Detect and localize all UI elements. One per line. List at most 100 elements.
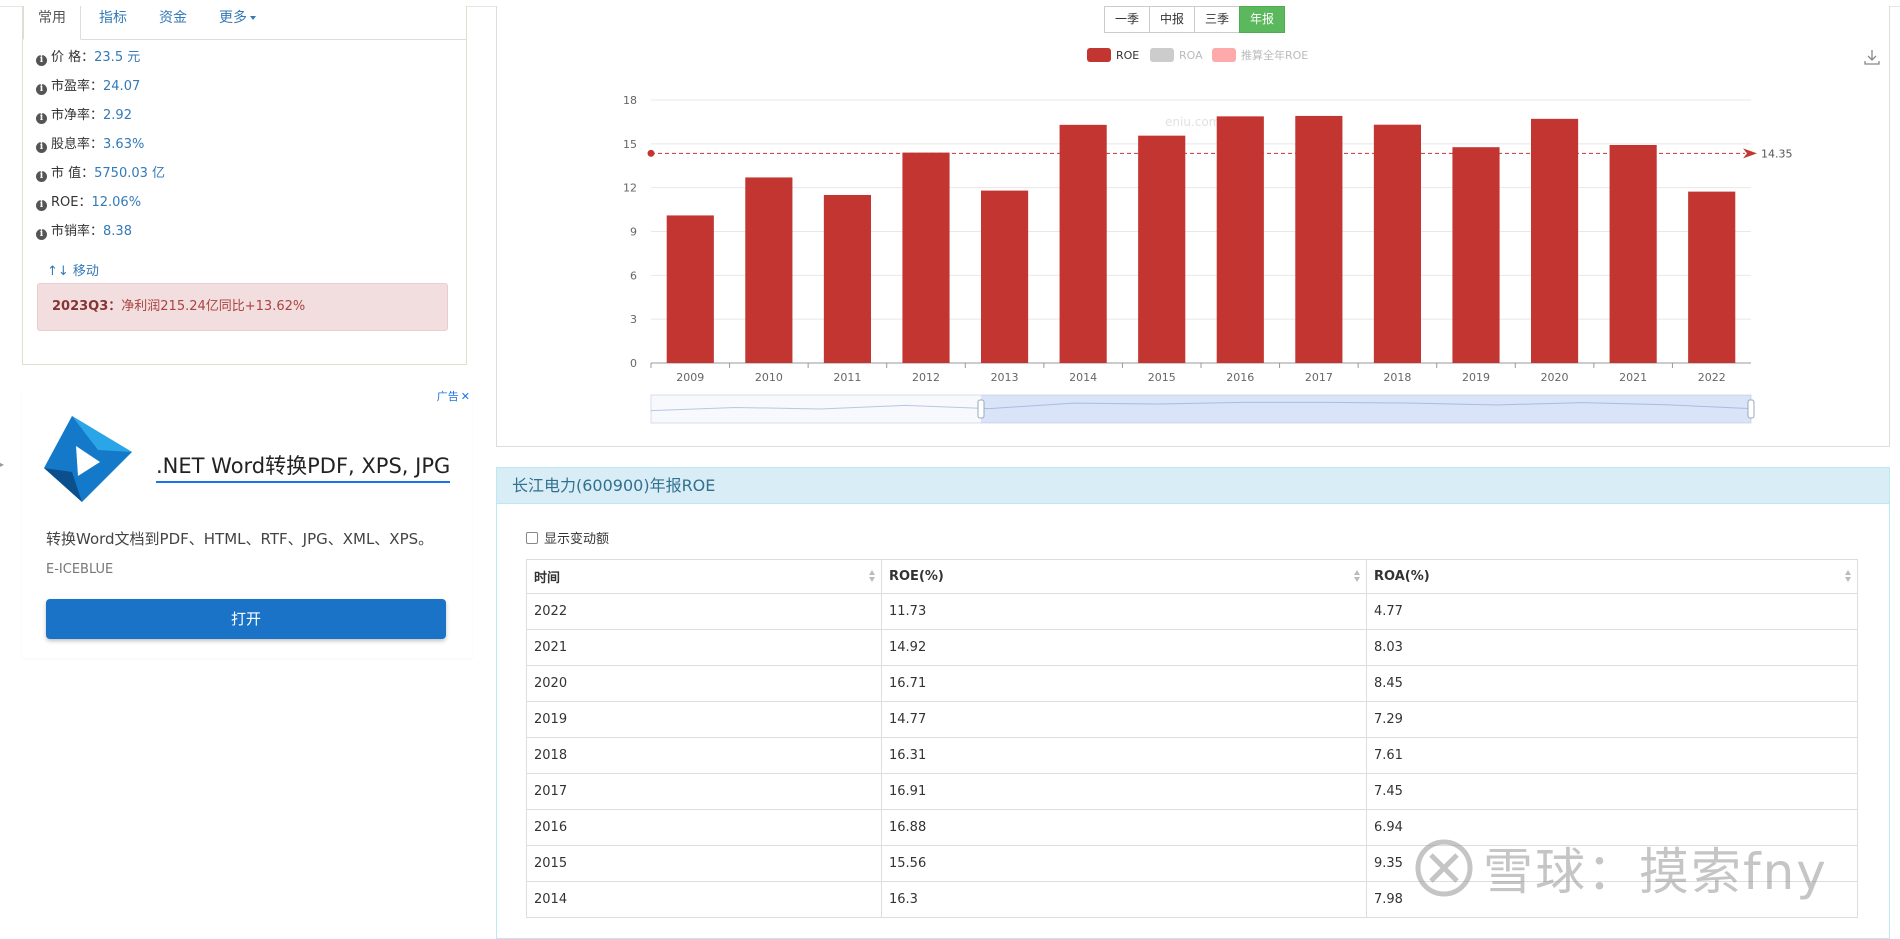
- metric-value[interactable]: 24.07: [103, 79, 141, 94]
- table-row: 2016 16.88 6.94: [526, 809, 1858, 846]
- show-change-toggle[interactable]: 显示变动额: [526, 528, 609, 547]
- metric-roe: i ROE：12.06%: [36, 193, 141, 213]
- metric-value[interactable]: 12.06%: [91, 195, 142, 210]
- y-tick-label: 3: [630, 313, 637, 326]
- datazoom-handle-right[interactable]: [1747, 399, 1755, 419]
- legend-label: ROA: [1179, 49, 1203, 62]
- metric-label: 价 格：: [51, 50, 95, 65]
- roe-bar: [1138, 135, 1186, 363]
- table-panel-title: 长江电力(600900)年报ROE: [497, 468, 1889, 504]
- x-tick-label: 2017: [1305, 371, 1333, 384]
- cell-year: 2019: [526, 701, 882, 738]
- download-icon[interactable]: [1863, 48, 1881, 66]
- legend-label: 推算全年ROE: [1241, 48, 1308, 62]
- metric-value[interactable]: 23.5 元: [94, 50, 141, 65]
- table-row: 2021 14.92 8.03: [526, 629, 1858, 666]
- column-header-time[interactable]: 时间: [526, 559, 882, 594]
- y-tick-label: 12: [623, 182, 637, 195]
- cell-roa: 4.77: [1366, 593, 1858, 630]
- tab-common[interactable]: 常用: [23, 6, 81, 40]
- tab-funds[interactable]: 资金: [145, 6, 201, 39]
- table-row: 2017 16.91 7.45: [526, 773, 1858, 810]
- info-icon: i: [36, 171, 47, 182]
- earnings-alert: 2023Q3：净利润215.24亿同比+13.62%: [37, 283, 448, 331]
- metric-pe: i 市盈率：24.07: [36, 77, 140, 97]
- info-icon: i: [36, 142, 47, 153]
- roe-table-panel: 长江电力(600900)年报ROE 显示变动额 时间 ROE(%) ROA(%)…: [496, 467, 1890, 939]
- table-row: 2020 16.71 8.45: [526, 665, 1858, 702]
- metric-value[interactable]: 8.38: [103, 224, 132, 239]
- cell-roa: 8.45: [1366, 665, 1858, 702]
- info-icon: i: [36, 229, 47, 240]
- cell-year: 2021: [526, 629, 882, 666]
- cell-roe: 15.56: [881, 845, 1367, 882]
- period-q3-button[interactable]: 三季: [1194, 6, 1241, 33]
- cell-roa: 7.45: [1366, 773, 1858, 810]
- metric-label: 市销率：: [51, 224, 104, 239]
- roe-bar: [1295, 115, 1343, 363]
- table-header-row: 时间 ROE(%) ROA(%): [526, 559, 1858, 594]
- cell-roe: 11.73: [881, 593, 1367, 630]
- roe-table: 时间 ROE(%) ROA(%) 2022 11.73 4.77 2021 14.92…: [526, 559, 1858, 918]
- metric-value[interactable]: 3.63%: [103, 137, 145, 152]
- cell-year: 2016: [526, 809, 882, 846]
- tab-more[interactable]: 更多: [205, 6, 270, 39]
- cell-roe: 14.77: [881, 701, 1367, 738]
- ad-title[interactable]: .NET Word转换PDF, XPS, JPG: [156, 450, 451, 483]
- table-row: 2014 16.3 7.98: [526, 881, 1858, 918]
- collapse-arrow-icon[interactable]: ▸: [0, 460, 5, 469]
- metric-ps: i 市销率：8.38: [36, 222, 132, 242]
- sort-icon[interactable]: [869, 570, 875, 582]
- cell-roe: 16.91: [881, 773, 1367, 810]
- table-row: 2022 11.73 4.77: [526, 593, 1858, 630]
- cell-year: 2018: [526, 737, 882, 774]
- roe-bar: [1452, 147, 1500, 363]
- ad-badge-label: 广告: [436, 390, 459, 403]
- legend-label: ROE: [1116, 49, 1139, 62]
- roe-bar: [981, 190, 1029, 363]
- roe-bar: [1373, 124, 1421, 363]
- show-change-checkbox[interactable]: [526, 532, 538, 544]
- tab-indicators[interactable]: 指标: [85, 6, 141, 39]
- x-tick-label: 2022: [1698, 371, 1726, 384]
- x-tick-label: 2021: [1619, 371, 1647, 384]
- x-tick-label: 2012: [912, 371, 940, 384]
- period-annual-button[interactable]: 年报: [1239, 6, 1286, 33]
- column-header-roa[interactable]: ROA(%): [1366, 559, 1858, 594]
- period-selector: 一季 中报 三季 年报: [1104, 6, 1286, 33]
- metric-label: 股息率：: [51, 137, 104, 152]
- metric-label: ROE：: [51, 195, 92, 210]
- x-tick-label: 2020: [1541, 371, 1569, 384]
- datazoom-track[interactable]: [650, 394, 1752, 424]
- column-header-label: ROE(%): [889, 569, 944, 584]
- x-tick-label: 2011: [833, 371, 861, 384]
- column-header-roe[interactable]: ROE(%): [881, 559, 1367, 594]
- alert-text: 净利润215.24亿同比+13.62%: [121, 299, 306, 314]
- show-change-label: 显示变动额: [544, 532, 610, 547]
- metric-pb: i 市净率：2.92: [36, 106, 132, 126]
- metric-value[interactable]: 2.92: [103, 108, 132, 123]
- chart-watermark: eniu.com: [1165, 115, 1220, 129]
- cell-year: 2015: [526, 845, 882, 882]
- move-link[interactable]: ↑↓ 移动: [47, 264, 99, 279]
- close-icon[interactable]: ✕: [460, 390, 470, 403]
- cell-roe: 16.88: [881, 809, 1367, 846]
- period-q1-button[interactable]: 一季: [1104, 6, 1151, 33]
- datazoom-handle-left[interactable]: [977, 399, 985, 419]
- ad-brand: E-ICEBLUE: [46, 562, 114, 577]
- y-tick-label: 0: [630, 357, 637, 370]
- tab-label: 资金: [159, 10, 187, 26]
- ad-badge[interactable]: 广告 ✕: [437, 388, 470, 404]
- x-tick-label: 2009: [676, 371, 704, 384]
- sort-icon[interactable]: [1354, 570, 1360, 582]
- y-tick-label: 6: [630, 269, 637, 282]
- column-header-label: 时间: [534, 571, 561, 586]
- metric-value[interactable]: 5750.03 亿: [94, 166, 166, 181]
- ad-open-button[interactable]: 打开: [46, 599, 446, 639]
- cell-roa: 7.61: [1366, 737, 1858, 774]
- cell-year: 2017: [526, 773, 882, 810]
- advertisement[interactable]: 广告 ✕ .NET Word转换PDF, XPS, JPG 转换Word文档到PD…: [22, 388, 472, 658]
- roe-bar: [666, 215, 714, 363]
- x-tick-label: 2018: [1383, 371, 1411, 384]
- sort-icon[interactable]: [1845, 570, 1851, 582]
